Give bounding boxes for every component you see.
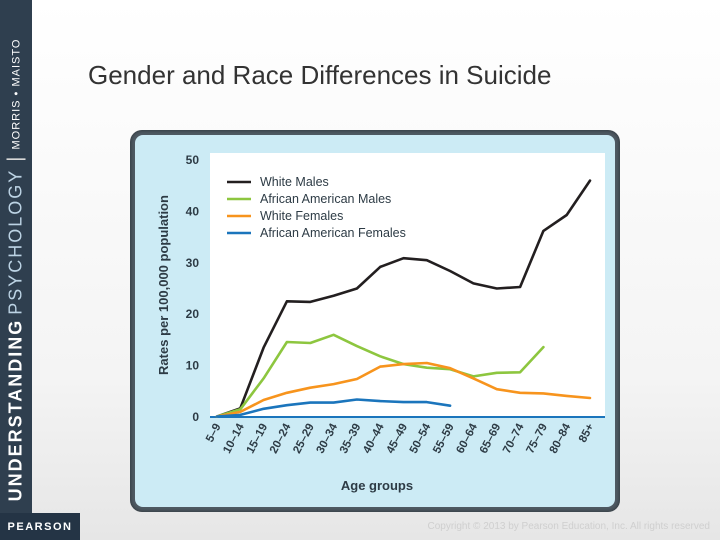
x-tick-label: 45–49 <box>385 422 411 456</box>
book-title-accent: PSYCHOLOGY <box>5 168 26 315</box>
x-tick-label: 65–69 <box>478 422 504 456</box>
series-line-african-american-females <box>215 398 452 418</box>
legend-label: African American Males <box>260 192 391 206</box>
x-tick-label: 75–79 <box>524 422 550 456</box>
y-axis-label: Rates per 100,000 population <box>156 195 171 375</box>
book-spine-sidebar: UNDERSTANDING PSYCHOLOGY | MORRIS • MAIS… <box>0 0 32 540</box>
chart-panel: 0 10 20 30 40 50 5–9 10–14 15–19 20–24 25–29 30–34… <box>135 135 615 507</box>
x-axis-label: Age groups <box>341 478 413 493</box>
x-tick-label: 20–24 <box>268 421 294 455</box>
y-tick-label: 50 <box>186 153 200 167</box>
suicide-rate-line-chart: 0 10 20 30 40 50 5–910–1415–1920–2425–2930–34… <box>156 153 605 493</box>
x-tick-label: 60–64 <box>454 421 480 455</box>
x-tick-label: 55–59 <box>431 422 457 456</box>
y-axis: 0 10 20 30 40 50 <box>186 153 200 424</box>
y-tick-label: 20 <box>186 307 200 321</box>
x-tick-label: 5–9 <box>204 422 224 445</box>
x-tick-label: 10–14 <box>221 421 247 455</box>
book-spine-text: UNDERSTANDING PSYCHOLOGY | MORRIS • MAIS… <box>5 39 28 502</box>
x-tick-label: 70–74 <box>501 421 527 455</box>
book-authors: MORRIS • MAISTO <box>10 38 22 150</box>
x-tick-label: 25–29 <box>291 422 317 456</box>
legend-label: White Females <box>260 209 343 223</box>
series-line-african-american-males <box>215 333 545 418</box>
publisher-logo: PEARSON <box>0 513 80 540</box>
copyright-notice: Copyright © 2013 by Pearson Education, I… <box>427 521 710 532</box>
book-title-main: UNDERSTANDING <box>5 318 26 502</box>
series-line-white-males <box>215 179 592 418</box>
x-tick-label: 15–19 <box>245 422 271 456</box>
spine-separator: | <box>4 156 27 162</box>
x-tick-label: 40–44 <box>361 421 387 455</box>
slide-title: Gender and Race Differences in Suicide <box>88 60 552 90</box>
x-tick-label: 35–39 <box>338 422 364 456</box>
publisher-logo-text: PEARSON <box>7 520 73 533</box>
y-tick-label: 10 <box>186 359 200 373</box>
series-layer <box>215 179 592 418</box>
x-axis: 5–910–1415–1920–2425–2930–3435–3940–4445… <box>204 416 605 456</box>
y-tick-label: 30 <box>186 256 200 270</box>
x-tick-label: 80–84 <box>548 421 574 455</box>
x-tick-label: 85+ <box>577 422 597 445</box>
legend-label: African American Females <box>260 226 406 240</box>
legend-box <box>217 169 423 255</box>
x-tick-label: 50–54 <box>408 421 434 455</box>
chart-legend: White Males African American Males White F… <box>217 169 423 255</box>
chart-frame: 0 10 20 30 40 50 5–9 10–14 15–19 20–24 25–29 30–34… <box>130 130 620 512</box>
y-tick-label: 0 <box>192 410 199 424</box>
x-tick-label: 30–34 <box>315 421 341 455</box>
legend-label: White Males <box>260 175 329 189</box>
series-line-white-females <box>215 361 592 418</box>
y-tick-label: 40 <box>186 204 200 218</box>
